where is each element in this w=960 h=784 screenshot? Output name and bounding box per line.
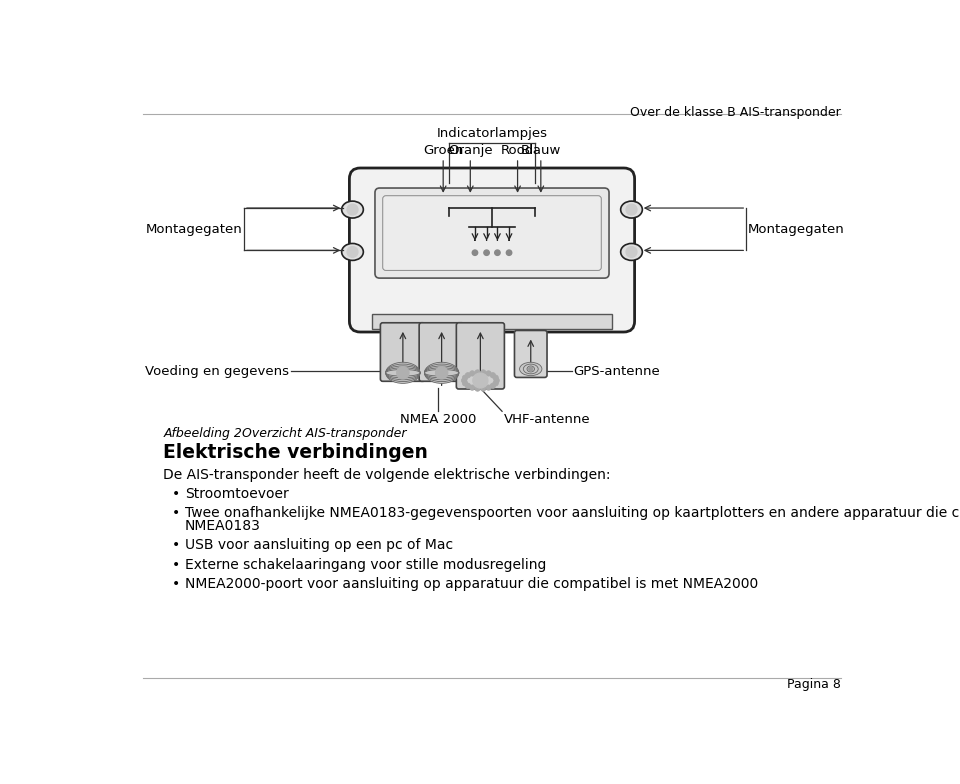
Circle shape bbox=[491, 372, 495, 378]
Ellipse shape bbox=[386, 366, 420, 379]
Ellipse shape bbox=[386, 369, 420, 376]
Text: Overzicht AIS-transponder: Overzicht AIS-transponder bbox=[222, 427, 406, 441]
Ellipse shape bbox=[523, 364, 539, 374]
Text: Montagegaten: Montagegaten bbox=[748, 223, 845, 236]
FancyBboxPatch shape bbox=[375, 188, 609, 278]
Text: Oranje: Oranje bbox=[448, 144, 492, 158]
Ellipse shape bbox=[386, 368, 420, 378]
Text: De AIS-transponder heeft de volgende elektrische verbindingen:: De AIS-transponder heeft de volgende ele… bbox=[163, 467, 611, 481]
Text: VHF-antenne: VHF-antenne bbox=[504, 413, 590, 426]
FancyBboxPatch shape bbox=[420, 323, 464, 381]
Circle shape bbox=[486, 371, 492, 376]
Ellipse shape bbox=[424, 364, 459, 382]
Circle shape bbox=[494, 250, 500, 256]
Circle shape bbox=[484, 250, 490, 256]
Circle shape bbox=[475, 370, 480, 376]
Text: Twee onafhankelijke NMEA0183-gegevenspoorten voor aansluiting op kaartplotters e: Twee onafhankelijke NMEA0183-gegevenspoo… bbox=[185, 506, 960, 520]
Ellipse shape bbox=[519, 362, 541, 376]
Circle shape bbox=[494, 378, 499, 383]
Circle shape bbox=[463, 380, 468, 386]
FancyBboxPatch shape bbox=[372, 314, 612, 329]
Text: •: • bbox=[172, 539, 180, 553]
Circle shape bbox=[472, 373, 488, 388]
Text: NMEA 2000: NMEA 2000 bbox=[399, 413, 476, 426]
Ellipse shape bbox=[424, 369, 459, 376]
Text: Externe schakelaaringang voor stille modusregeling: Externe schakelaaringang voor stille mod… bbox=[185, 557, 546, 572]
Circle shape bbox=[466, 383, 470, 389]
Text: Pagina 8: Pagina 8 bbox=[787, 678, 841, 691]
Circle shape bbox=[436, 367, 447, 379]
Text: Elektrische verbindingen: Elektrische verbindingen bbox=[163, 443, 428, 462]
Circle shape bbox=[486, 385, 492, 390]
Circle shape bbox=[466, 372, 470, 378]
Ellipse shape bbox=[424, 362, 459, 383]
Ellipse shape bbox=[342, 244, 363, 260]
Text: •: • bbox=[172, 506, 180, 520]
Circle shape bbox=[481, 386, 486, 391]
Text: GPS-antenne: GPS-antenne bbox=[573, 365, 660, 378]
Circle shape bbox=[481, 370, 486, 376]
Circle shape bbox=[475, 386, 480, 391]
Text: Groen: Groen bbox=[423, 144, 464, 158]
Circle shape bbox=[506, 250, 512, 256]
Text: Over de klasse B AIS-transponder: Over de klasse B AIS-transponder bbox=[630, 107, 841, 119]
Text: NMEA0183: NMEA0183 bbox=[185, 519, 261, 533]
Text: USB voor aansluiting op een pc of Mac: USB voor aansluiting op een pc of Mac bbox=[185, 539, 453, 553]
Text: Stroomtoevoer: Stroomtoevoer bbox=[185, 487, 289, 501]
FancyBboxPatch shape bbox=[349, 168, 635, 332]
FancyBboxPatch shape bbox=[383, 196, 601, 270]
Text: •: • bbox=[172, 557, 180, 572]
Ellipse shape bbox=[424, 368, 459, 378]
Circle shape bbox=[529, 367, 533, 371]
Text: Rood: Rood bbox=[501, 144, 534, 158]
Circle shape bbox=[348, 204, 358, 215]
Circle shape bbox=[492, 380, 498, 386]
Circle shape bbox=[491, 383, 495, 389]
Text: Voeding en gegevens: Voeding en gegevens bbox=[145, 365, 289, 378]
Circle shape bbox=[469, 385, 475, 390]
Text: •: • bbox=[172, 487, 180, 501]
FancyBboxPatch shape bbox=[456, 323, 504, 389]
Circle shape bbox=[396, 367, 409, 379]
FancyBboxPatch shape bbox=[515, 331, 547, 377]
Ellipse shape bbox=[342, 201, 363, 218]
Ellipse shape bbox=[621, 201, 642, 218]
Circle shape bbox=[463, 375, 468, 380]
Text: •: • bbox=[172, 577, 180, 591]
Ellipse shape bbox=[386, 364, 420, 382]
Text: NMEA2000-poort voor aansluiting op apparatuur die compatibel is met NMEA2000: NMEA2000-poort voor aansluiting op appar… bbox=[185, 577, 758, 591]
Ellipse shape bbox=[386, 362, 420, 383]
Ellipse shape bbox=[424, 366, 459, 379]
Text: Indicatorlampjes: Indicatorlampjes bbox=[437, 127, 547, 140]
Circle shape bbox=[469, 371, 475, 376]
Circle shape bbox=[348, 246, 358, 257]
Circle shape bbox=[492, 375, 498, 380]
Text: Montagegaten: Montagegaten bbox=[146, 223, 243, 236]
Circle shape bbox=[626, 246, 636, 257]
Text: Afbeelding 2: Afbeelding 2 bbox=[163, 427, 242, 441]
FancyBboxPatch shape bbox=[380, 323, 425, 381]
Text: Blauw: Blauw bbox=[520, 144, 561, 158]
Ellipse shape bbox=[621, 244, 642, 260]
Circle shape bbox=[462, 378, 467, 383]
Ellipse shape bbox=[527, 366, 535, 372]
Circle shape bbox=[626, 204, 636, 215]
Circle shape bbox=[472, 250, 478, 256]
